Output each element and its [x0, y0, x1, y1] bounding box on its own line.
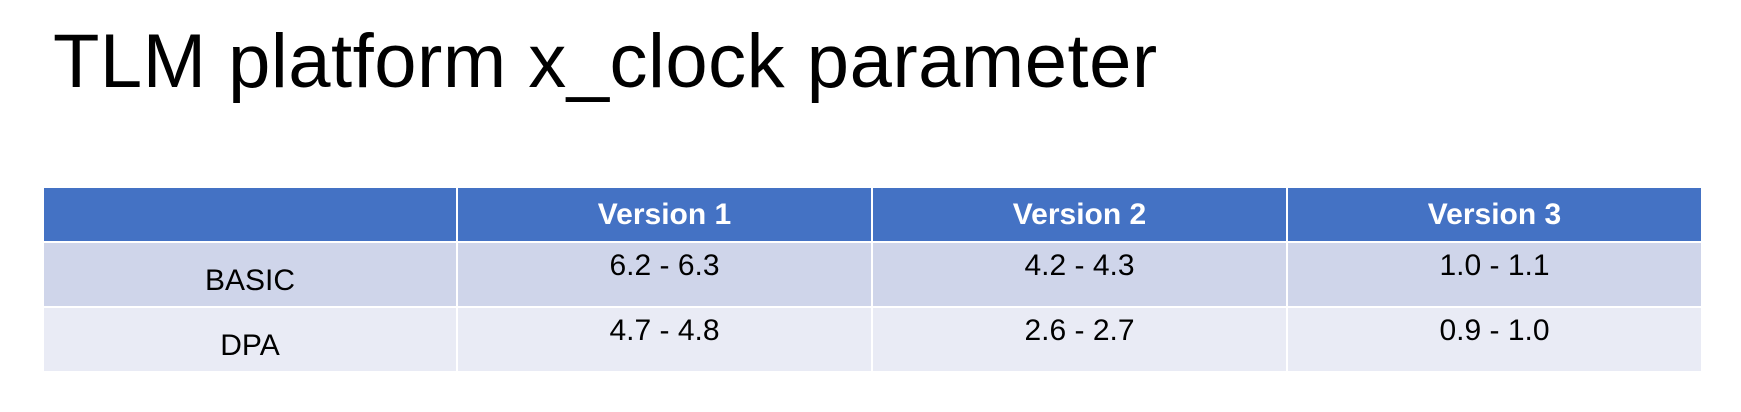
table-cell: 6.2 - 6.3 — [456, 241, 873, 308]
table-row: DPA 4.7 - 4.8 2.6 - 2.7 0.9 - 1.0 — [42, 306, 1703, 373]
table-cell: 0.9 - 1.0 — [1286, 306, 1703, 373]
table-cell: 4.2 - 4.3 — [871, 241, 1288, 308]
table-row: BASIC 6.2 - 6.3 4.2 - 4.3 1.0 - 1.1 — [42, 241, 1703, 308]
table-cell: 2.6 - 2.7 — [871, 306, 1288, 373]
column-header-version-3: Version 3 — [1286, 186, 1703, 243]
table-header-row: Version 1 Version 2 Version 3 — [42, 186, 1703, 243]
table-cell: 4.7 - 4.8 — [456, 306, 873, 373]
row-label-basic: BASIC — [42, 241, 458, 308]
slide-title: TLM platform x_clock parameter — [53, 19, 1158, 104]
data-table: Version 1 Version 2 Version 3 BASIC 6.2 … — [42, 186, 1703, 373]
column-header-version-1: Version 1 — [456, 186, 873, 243]
row-label-dpa: DPA — [42, 306, 458, 373]
column-header-version-2: Version 2 — [871, 186, 1288, 243]
table-cell: 1.0 - 1.1 — [1286, 241, 1703, 308]
table-corner-cell — [42, 186, 458, 243]
